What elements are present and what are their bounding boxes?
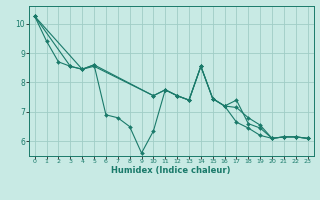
X-axis label: Humidex (Indice chaleur): Humidex (Indice chaleur): [111, 166, 231, 175]
